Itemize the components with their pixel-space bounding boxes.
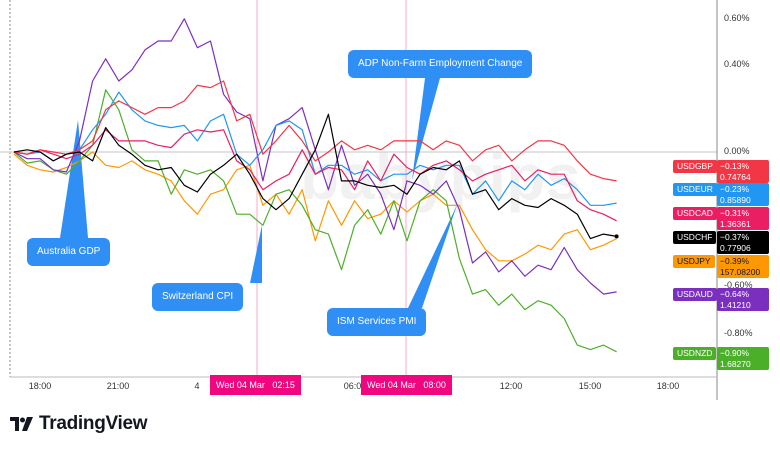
price-value: 0.85890: [720, 194, 751, 205]
x-tick: 18:00: [656, 381, 680, 391]
price-tag-usdnzd: −0.90% 1.68270: [717, 347, 769, 370]
change-value: −0.64%: [720, 289, 750, 299]
price-value: 1.36361: [720, 218, 751, 229]
price-value: 157.08200: [720, 266, 761, 277]
price-tag-usdcad: −0.31% 1.36361: [717, 207, 769, 230]
y-tick: 0.00%: [724, 146, 750, 156]
symbol-label-usdjpy[interactable]: USDJPY: [673, 255, 715, 268]
symbol-label-usdaud[interactable]: USDAUD: [673, 288, 717, 301]
x-tick: 4: [194, 381, 200, 391]
change-value: −0.90%: [720, 348, 750, 358]
price-value: 0.77906: [720, 242, 751, 253]
logo-text: TradingView: [39, 413, 148, 434]
series-line-usdjpy: [13, 151, 617, 262]
annotation-adp: ADP Non-Farm Employment Change: [348, 50, 533, 78]
x-tick: 21:00: [106, 381, 130, 391]
y-tick: -0.80%: [724, 328, 753, 338]
annotation-australia-gdp: Australia GDP: [27, 238, 111, 266]
x-tick: 12:00: [499, 381, 523, 391]
x-tick: 15:00: [578, 381, 602, 391]
y-tick: -0.60%: [724, 280, 753, 290]
crosshair-time-label: Wed 04 Mar 08:00: [361, 375, 452, 395]
change-value: −0.37%: [720, 232, 750, 242]
tradingview-logo: TradingView: [10, 413, 148, 435]
change-value: −0.31%: [720, 208, 750, 218]
series-line-usdgbp: [13, 80, 617, 182]
price-value: 1.41210: [720, 299, 751, 310]
annotation-pointer: [412, 78, 440, 180]
symbol-label-usdchf[interactable]: USDCHF: [673, 231, 717, 244]
x-tick: 06:00: [343, 381, 367, 391]
series-line-usdchf: [13, 113, 617, 240]
annotation-pointer: [408, 205, 457, 308]
x-tick: 18:00: [28, 381, 52, 391]
annotation-pointer: [60, 120, 88, 238]
price-value: 1.68270: [720, 358, 751, 369]
change-value: −0.13%: [720, 161, 750, 171]
change-value: −0.23%: [720, 184, 750, 194]
symbol-label-usdcad[interactable]: USDCAD: [673, 207, 717, 220]
price-tag-usdgbp: −0.13% 0.74764: [717, 160, 769, 183]
annotation-switzerland-cpi: Switzerland CPI: [152, 283, 244, 311]
series-line-usdnzd: [13, 89, 617, 353]
y-tick: 0.60%: [724, 13, 750, 23]
price-tag-usdjpy: −0.39% 157.08200: [717, 255, 769, 278]
price-tag-usdeur: −0.23% 0.85890: [717, 183, 769, 206]
price-tag-usdaud: −0.64% 1.41210: [717, 288, 769, 311]
last-point-marker: [614, 234, 619, 239]
annotation-ism-services: ISM Services PMI: [327, 308, 427, 336]
price-value: 0.74764: [720, 171, 751, 182]
crosshair-time-label: Wed 04 Mar 02:15: [210, 375, 301, 395]
series-line-usdcad: [13, 129, 617, 222]
symbol-label-usdgbp[interactable]: USDGBP: [673, 160, 717, 173]
y-tick: 0.40%: [724, 59, 750, 69]
symbol-label-usdnzd[interactable]: USDNZD: [673, 347, 717, 360]
price-tag-usdchf: −0.37% 0.77906: [717, 231, 769, 254]
symbol-label-usdeur[interactable]: USDEUR: [673, 183, 717, 196]
annotation-pointer: [250, 225, 262, 283]
change-value: −0.39%: [720, 256, 750, 266]
tradingview-logo-icon: [10, 417, 33, 431]
